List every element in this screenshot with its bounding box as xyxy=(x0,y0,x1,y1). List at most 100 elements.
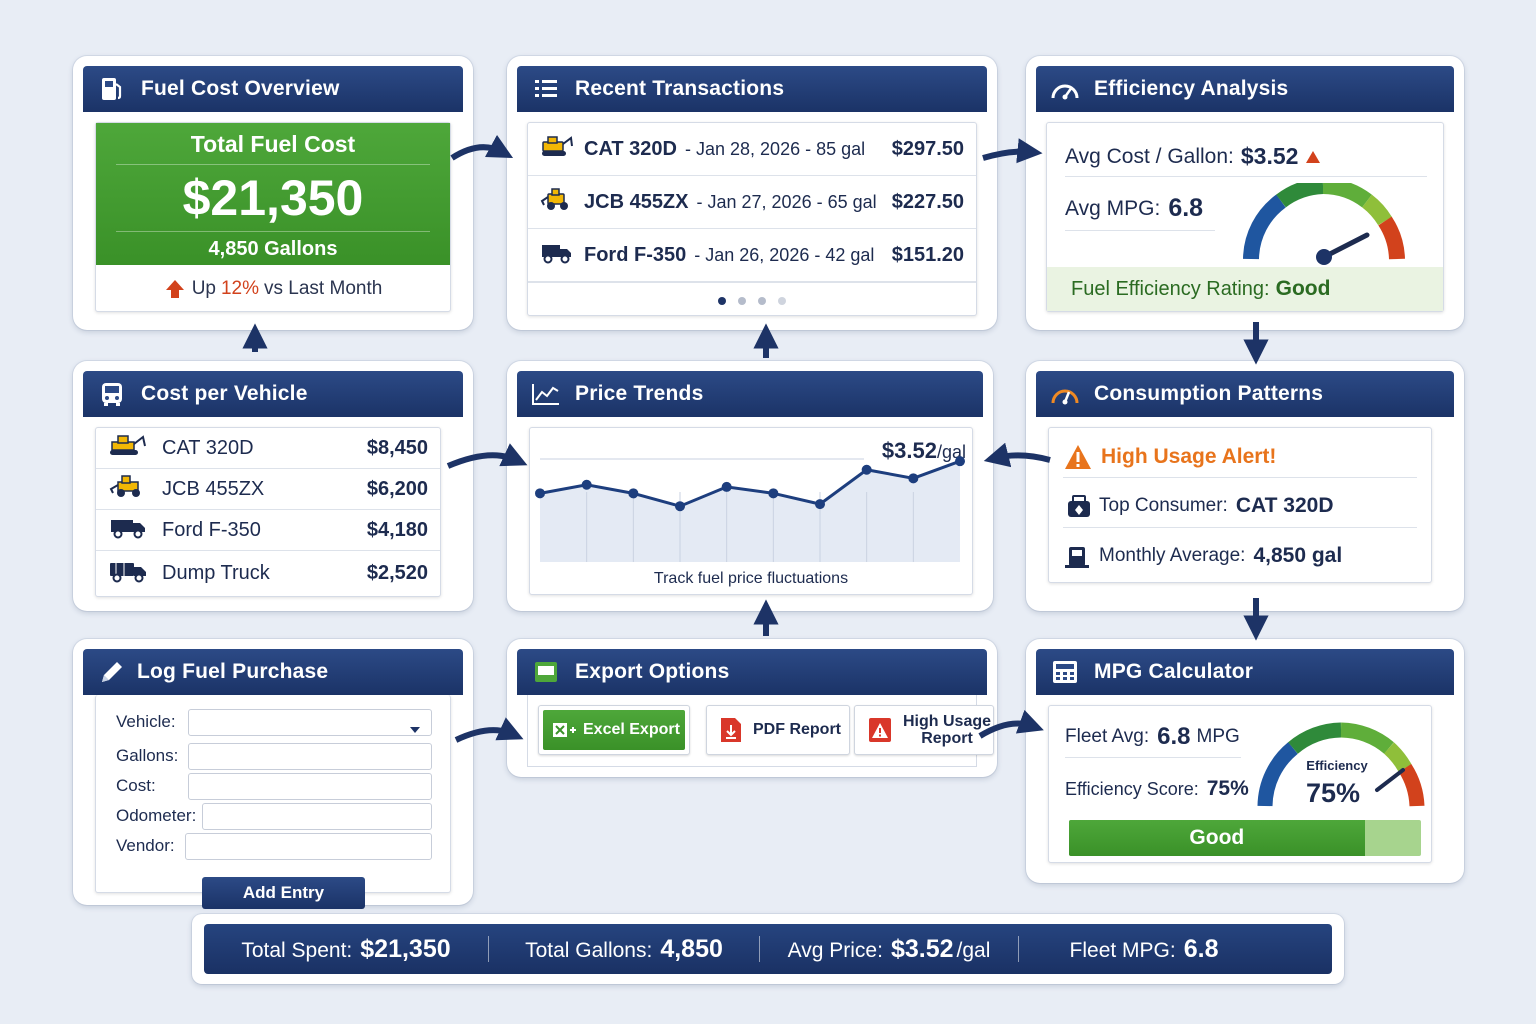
vehicle-cost: $2,520 xyxy=(366,562,428,584)
rating-label: Fuel Efficiency Rating: xyxy=(1071,277,1270,300)
fuel-cost-summary: Total Fuel Cost $21,350 4,850 Gallons Up… xyxy=(95,122,451,312)
triangle-up-icon xyxy=(1305,150,1321,164)
divider xyxy=(759,936,760,962)
vendor-input[interactable] xyxy=(185,832,432,860)
vehicle-field-row: Vehicle: xyxy=(116,707,432,737)
transaction-amount: $227.50 xyxy=(891,190,964,213)
fleet-avg-unit: MPG xyxy=(1196,725,1240,747)
price-point xyxy=(535,488,545,499)
summary-footer: Total Spent: $21,350 Total Gallons: 4,85… xyxy=(192,914,1344,984)
cost-input[interactable] xyxy=(188,772,432,800)
vehicle-select[interactable] xyxy=(188,708,432,739)
vehicle-cost-row[interactable]: Dump Truck $2,520 xyxy=(96,551,440,596)
high-usage-line2: Report xyxy=(921,730,973,747)
vehicle-cost-row[interactable]: CAT 320D $8,450 xyxy=(96,428,440,469)
avg-mpg-row: Avg MPG: 6.8 xyxy=(1065,187,1215,231)
vehicle-cost-row[interactable]: Ford F-350 $4,180 xyxy=(96,510,440,551)
vehicle-cost: $6,200 xyxy=(366,477,428,500)
price-trends-header: Price Trends xyxy=(517,371,983,417)
vehicle-name: Ford F-350 xyxy=(162,518,261,541)
total-gallons: 4,850 Gallons xyxy=(208,238,338,260)
gauge-icon xyxy=(1050,381,1080,407)
avg-cost-value: $3.52 xyxy=(1240,143,1299,169)
price-point xyxy=(675,501,685,512)
gauge-label: Efficiency xyxy=(1306,758,1368,773)
trend-prefix: Up xyxy=(191,278,216,299)
transaction-amount: $151.20 xyxy=(891,243,964,266)
divider xyxy=(1018,936,1019,962)
trend-suffix: vs Last Month xyxy=(264,278,383,299)
page-dot[interactable] xyxy=(778,296,786,305)
recent-transactions-header: Recent Transactions xyxy=(517,66,987,112)
gallons-field-row: Gallons: xyxy=(116,741,432,771)
avg-mpg-label: Avg MPG: xyxy=(1065,196,1161,220)
cost-label: Cost: xyxy=(116,776,156,795)
efficiency-gauge xyxy=(1243,183,1405,265)
vehicle-cost-row[interactable]: JCB 455ZX $6,200 xyxy=(96,469,440,510)
pagination-dots xyxy=(528,282,976,318)
chart-gridlines xyxy=(540,458,914,562)
page-dot[interactable] xyxy=(758,296,766,305)
transaction-amount: $297.50 xyxy=(891,137,964,160)
chevron-down-icon xyxy=(409,719,421,739)
gauge-value: 75% xyxy=(1306,778,1360,808)
vehicle-cost-list: CAT 320D $8,450 JCB 455ZX $6,200 Ford F-… xyxy=(95,427,441,597)
current-price-value: $3.52 xyxy=(881,438,937,463)
van-icon xyxy=(108,515,148,545)
monthly-average-value: 4,850 gal xyxy=(1253,544,1343,567)
excel-export-button[interactable]: Excel Export xyxy=(538,705,690,755)
loader-icon xyxy=(108,474,148,504)
gallons-input[interactable] xyxy=(188,742,432,770)
transaction-row[interactable]: JCB 455ZX - Jan 27, 2026 - 65 gal $227.5… xyxy=(528,176,976,229)
price-point xyxy=(581,479,592,490)
transaction-row[interactable]: Ford F-350 - Jan 26, 2026 - 42 gal $151.… xyxy=(528,229,976,282)
mpg-panel: Fleet Avg: 6.8 MPG Efficiency Score: 75%… xyxy=(1048,705,1432,863)
consumption-patterns-card: Consumption Patterns High Usage Alert! T… xyxy=(1026,361,1464,611)
efficiency-score-row: Efficiency Score: 75% xyxy=(1065,772,1249,806)
price-trends-card: Price Trends $3.52/gal Track fuel price … xyxy=(507,361,993,611)
consumption-patterns-header: Consumption Patterns xyxy=(1036,371,1454,417)
price-point xyxy=(861,464,872,475)
speedometer-icon xyxy=(1050,76,1080,102)
trend-percent: 12% xyxy=(220,278,260,299)
fleet-mpg-label: Fleet MPG: xyxy=(1069,938,1176,962)
odometer-input[interactable] xyxy=(202,802,432,830)
avg-price-label: Avg Price: xyxy=(787,938,883,962)
page-dot[interactable] xyxy=(718,296,726,305)
monthly-average-row: Monthly Average: 4,850 gal xyxy=(1063,534,1417,578)
vehicle-label: Vehicle: xyxy=(116,712,176,731)
transaction-meta: - Jan 27, 2026 - 65 gal xyxy=(696,191,877,212)
total-fuel-cost-label: Total Fuel Cost xyxy=(116,131,430,165)
high-usage-line1: High Usage xyxy=(903,713,992,730)
transaction-meta: - Jan 26, 2026 - 42 gal xyxy=(694,244,875,265)
pdf-report-button[interactable]: PDF Report xyxy=(706,705,850,755)
mpg-efficiency-gauge: Efficiency 75% xyxy=(1257,722,1425,808)
fuel-entry-form: Vehicle: Gallons: Cost: Odometer: Vendor… xyxy=(95,695,451,909)
high-usage-alert: High Usage Alert! xyxy=(1063,436,1417,478)
price-point xyxy=(628,488,639,499)
loader-icon xyxy=(540,187,574,217)
mpg-calculator-title: MPG Calculator xyxy=(1094,660,1254,683)
vehicle-name: JCB 455ZX xyxy=(162,477,265,500)
vehicle-name: Dump Truck xyxy=(162,562,270,584)
top-consumer-label: Top Consumer: xyxy=(1099,494,1228,516)
recent-transactions-title: Recent Transactions xyxy=(575,77,785,100)
spreadsheet-icon xyxy=(531,659,561,685)
avg-price-summary: Avg Price: $3.52 /gal xyxy=(760,935,1018,964)
rating-value: Good xyxy=(1275,277,1331,300)
high-usage-report-button[interactable]: High Usage Report xyxy=(854,705,994,755)
page-dot[interactable] xyxy=(738,296,746,305)
excel-icon xyxy=(551,720,577,740)
export-buttons-panel: Excel Export PDF Report High Usage Repor… xyxy=(527,695,994,767)
export-options-title: Export Options xyxy=(575,660,730,683)
transaction-row[interactable]: CAT 320D - Jan 28, 2026 - 85 gal $297.50 xyxy=(528,123,976,176)
fleet-avg-value: 6.8 xyxy=(1157,722,1191,750)
efficiency-rating-row: Fuel Efficiency Rating: Good xyxy=(1047,267,1443,311)
consumption-panel: High Usage Alert! Top Consumer: CAT 320D… xyxy=(1048,427,1432,583)
add-entry-button[interactable]: Add Entry xyxy=(202,877,365,909)
rating-bar-label: Good xyxy=(1189,826,1245,849)
cost-per-vehicle-header: Cost per Vehicle xyxy=(83,371,463,417)
trend-row: Up 12% vs Last Month xyxy=(96,265,450,313)
pdf-icon xyxy=(719,716,743,744)
transaction-vehicle: JCB 455ZX xyxy=(584,190,689,213)
